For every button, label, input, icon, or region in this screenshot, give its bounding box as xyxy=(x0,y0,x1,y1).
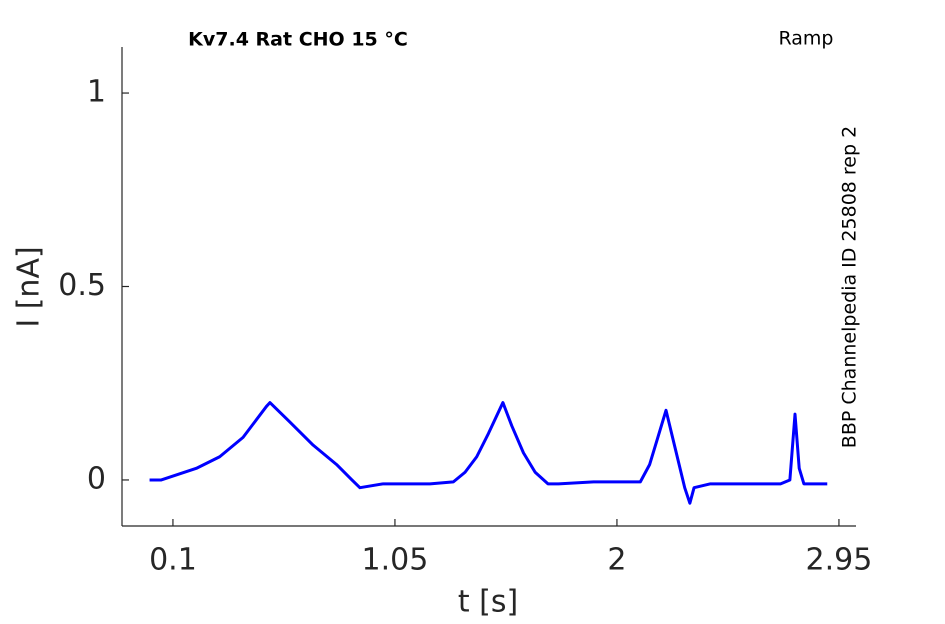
chart-title: Kv7.4 Rat CHO 15 °C xyxy=(188,29,408,51)
annotation: BBP Channelpedia ID 25808 rep 2 xyxy=(839,126,861,448)
x-tick-label: 2.95 xyxy=(806,543,873,578)
y-tick-label: 0.5 xyxy=(58,268,106,303)
x-tick-label: 0.1 xyxy=(149,543,197,578)
chart-subtitle: Ramp xyxy=(779,28,834,50)
y-axis-label: I [nA] xyxy=(12,246,47,327)
y-tick-label: 0 xyxy=(87,461,106,496)
x-axis-label: t [s] xyxy=(458,585,518,620)
y-tick-label: 1 xyxy=(87,75,106,110)
x-tick-label: 1.05 xyxy=(362,543,429,578)
data-line xyxy=(149,401,828,505)
x-tick-label: 2 xyxy=(607,543,626,578)
